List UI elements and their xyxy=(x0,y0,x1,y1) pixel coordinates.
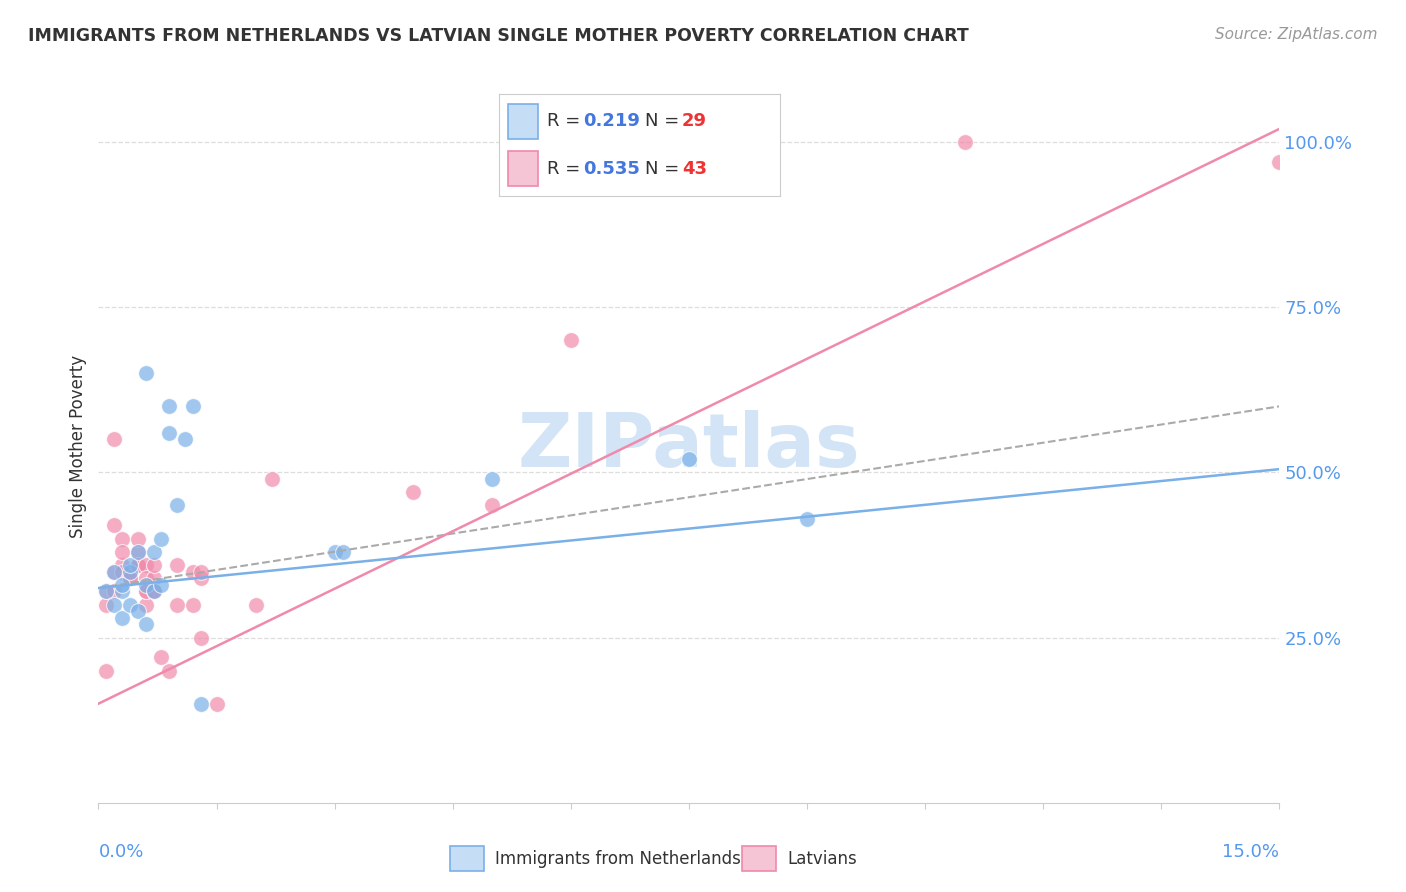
Point xyxy=(103,565,125,579)
Point xyxy=(96,664,118,678)
Point xyxy=(111,558,134,572)
Text: IMMIGRANTS FROM NETHERLANDS VS LATVIAN SINGLE MOTHER POVERTY CORRELATION CHART: IMMIGRANTS FROM NETHERLANDS VS LATVIAN S… xyxy=(28,27,969,45)
Point xyxy=(118,571,141,585)
Point xyxy=(127,532,149,546)
Point xyxy=(190,571,212,585)
Text: Latvians: Latvians xyxy=(787,849,858,868)
Point xyxy=(111,611,134,625)
Point xyxy=(174,433,197,447)
Text: R =: R = xyxy=(547,160,586,178)
Point xyxy=(127,545,149,559)
Text: 0.219: 0.219 xyxy=(583,112,640,130)
Point xyxy=(481,499,503,513)
Point xyxy=(205,697,228,711)
Point xyxy=(796,511,818,525)
Point xyxy=(111,578,134,592)
Point xyxy=(96,584,118,599)
Point xyxy=(157,664,180,678)
Text: 0.0%: 0.0% xyxy=(98,843,143,861)
Text: 0.535: 0.535 xyxy=(583,160,640,178)
Point xyxy=(135,598,157,612)
Point xyxy=(118,565,141,579)
Point xyxy=(135,571,157,585)
Point xyxy=(135,367,157,381)
Point xyxy=(135,617,157,632)
Point xyxy=(127,558,149,572)
Text: R =: R = xyxy=(547,112,586,130)
Point xyxy=(111,584,134,599)
Text: 29: 29 xyxy=(682,112,707,130)
Point xyxy=(142,584,165,599)
Point xyxy=(127,604,149,618)
Point xyxy=(166,558,188,572)
Point xyxy=(166,598,188,612)
Point xyxy=(181,598,204,612)
Point xyxy=(142,545,165,559)
Point xyxy=(142,584,165,599)
Y-axis label: Single Mother Poverty: Single Mother Poverty xyxy=(69,354,87,538)
Point xyxy=(190,631,212,645)
Point xyxy=(245,598,267,612)
Point xyxy=(135,558,157,572)
Point xyxy=(157,425,180,440)
Point xyxy=(127,545,149,559)
Point xyxy=(332,545,354,559)
Point xyxy=(181,565,204,579)
FancyBboxPatch shape xyxy=(742,847,776,871)
Point xyxy=(181,400,204,414)
Text: 15.0%: 15.0% xyxy=(1222,843,1279,861)
Point xyxy=(142,571,165,585)
Point xyxy=(103,565,125,579)
Point xyxy=(150,578,173,592)
Point xyxy=(103,433,125,447)
Point xyxy=(190,697,212,711)
Point xyxy=(111,565,134,579)
Text: ZIPatlas: ZIPatlas xyxy=(517,409,860,483)
Text: 43: 43 xyxy=(682,160,707,178)
Point xyxy=(481,472,503,486)
FancyBboxPatch shape xyxy=(508,151,538,186)
Point xyxy=(157,400,180,414)
Point xyxy=(190,565,212,579)
Point xyxy=(260,472,283,486)
Point xyxy=(103,518,125,533)
Point xyxy=(678,452,700,467)
FancyBboxPatch shape xyxy=(450,847,484,871)
Point xyxy=(323,545,346,559)
Point xyxy=(118,598,141,612)
Point xyxy=(150,650,173,665)
FancyBboxPatch shape xyxy=(508,104,538,139)
Point xyxy=(103,584,125,599)
Point xyxy=(118,571,141,585)
Text: Immigrants from Netherlands: Immigrants from Netherlands xyxy=(495,849,741,868)
Point xyxy=(111,545,134,559)
Text: N =: N = xyxy=(645,112,685,130)
Point xyxy=(560,333,582,347)
Point xyxy=(135,578,157,592)
Text: N =: N = xyxy=(645,160,685,178)
Text: Source: ZipAtlas.com: Source: ZipAtlas.com xyxy=(1215,27,1378,42)
Point xyxy=(111,532,134,546)
Point xyxy=(1268,154,1291,169)
Point xyxy=(402,485,425,500)
Point xyxy=(96,598,118,612)
Point xyxy=(150,532,173,546)
Point xyxy=(166,499,188,513)
Point xyxy=(135,584,157,599)
Point xyxy=(142,558,165,572)
Point xyxy=(142,584,165,599)
Point xyxy=(127,558,149,572)
Point xyxy=(118,558,141,572)
Point xyxy=(135,584,157,599)
Point xyxy=(103,598,125,612)
Point xyxy=(96,584,118,599)
Point xyxy=(953,135,976,149)
